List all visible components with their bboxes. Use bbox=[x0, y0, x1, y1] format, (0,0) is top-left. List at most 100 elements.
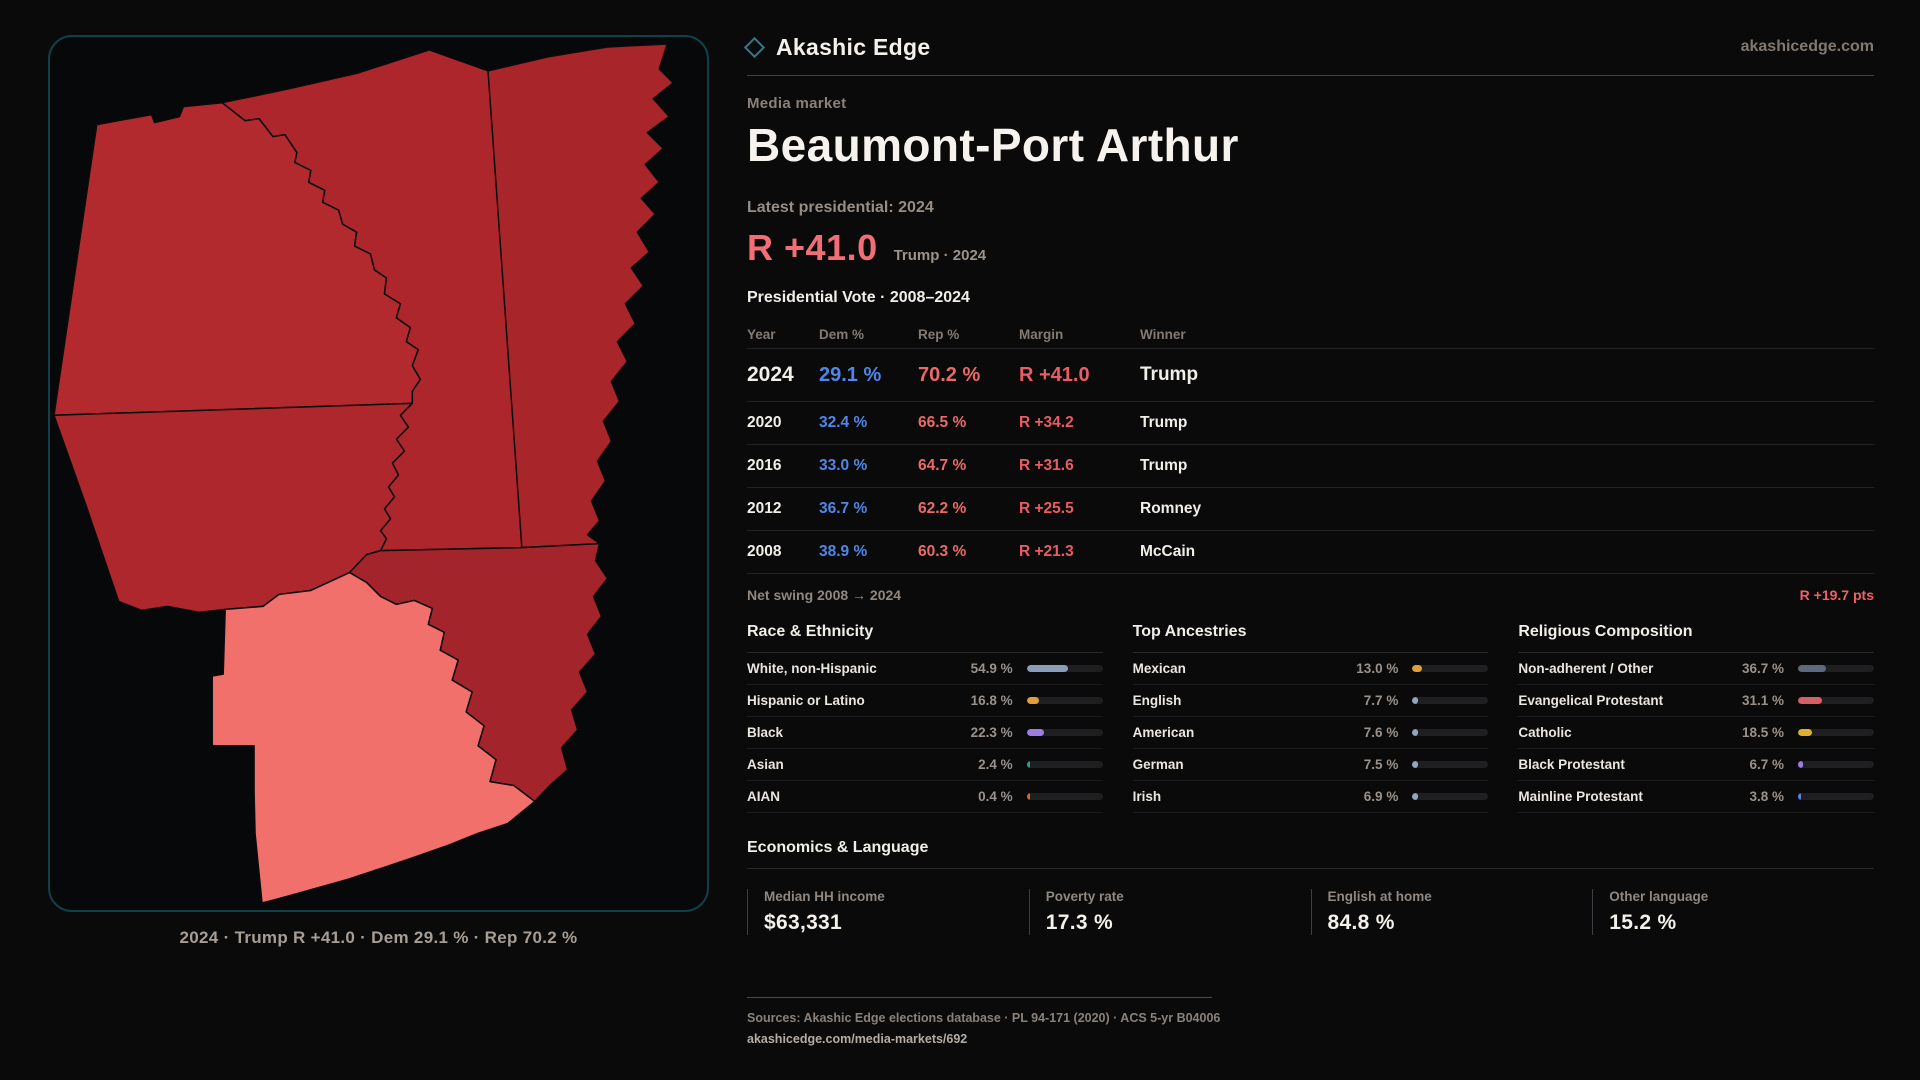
col-year: Year bbox=[747, 326, 776, 342]
section-title: Top Ancestries bbox=[1132, 623, 1489, 653]
section-title: Race & Ethnicity bbox=[747, 623, 1103, 653]
demo-row: White, non-Hispanic 54.9 % bbox=[747, 653, 1103, 685]
cell-margin: R +21.3 bbox=[1019, 543, 1074, 560]
demo-bar-track bbox=[1026, 729, 1103, 736]
county-map bbox=[53, 43, 674, 904]
map-caption: 2024 · Trump R +41.0 · Dem 29.1 % · Rep … bbox=[179, 928, 578, 947]
cell-year: 2024 bbox=[747, 363, 794, 386]
net-swing-value: R +19.7 pts bbox=[1799, 587, 1874, 603]
demographics-section: Race & Ethnicity White, non-Hispanic 54.… bbox=[747, 623, 1874, 813]
section-title: Religious Composition bbox=[1518, 623, 1874, 653]
cell-winner: Trump bbox=[1140, 457, 1188, 474]
brand-domain-link[interactable]: akashicedge.com bbox=[1740, 38, 1874, 55]
vote-table: Year Dem % Rep % Margin Winner 2024 29.1… bbox=[747, 320, 1874, 574]
cell-margin: R +25.5 bbox=[1019, 500, 1074, 517]
footer-divider bbox=[747, 997, 1212, 998]
demo-value: 7.6 % bbox=[1363, 725, 1399, 740]
demo-bar-fill bbox=[1412, 697, 1419, 704]
map-county bbox=[487, 43, 674, 549]
table-divider bbox=[747, 530, 1874, 531]
stat-label: Other language bbox=[1609, 889, 1709, 904]
demo-row: Asian 2.4 % bbox=[747, 749, 1103, 781]
page-title: Beaumont-Port Arthur bbox=[747, 119, 1239, 171]
cell-dem: 36.7 % bbox=[819, 500, 868, 517]
cell-winner: McCain bbox=[1140, 543, 1196, 560]
demo-row: English 7.7 % bbox=[1132, 685, 1489, 717]
permalink[interactable]: akashicedge.com/media-markets/692 bbox=[747, 1032, 968, 1046]
cell-margin: R +41.0 bbox=[1019, 363, 1090, 386]
demo-label: American bbox=[1132, 725, 1195, 740]
stat-poverty-rate: Poverty rate 17.3 % bbox=[1028, 889, 1311, 935]
demo-bar-fill bbox=[1026, 729, 1044, 736]
net-swing-row: Net swing 2008 → 2024 R +19.7 pts bbox=[747, 587, 1874, 603]
demo-bar-track bbox=[1797, 697, 1874, 704]
demo-row: AIAN 0.4 % bbox=[747, 781, 1103, 813]
demo-label: German bbox=[1132, 757, 1184, 772]
demo-bar-track bbox=[1026, 761, 1103, 768]
cell-year: 2016 bbox=[747, 457, 782, 474]
economics-stats: Median HH income $63,331 Poverty rate 17… bbox=[747, 889, 1874, 935]
demo-bar-track bbox=[1797, 665, 1874, 672]
demo-bar-fill bbox=[1412, 761, 1419, 768]
col-dem: Dem % bbox=[819, 326, 865, 342]
demo-row: Hispanic or Latino 16.8 % bbox=[747, 685, 1103, 717]
demo-bar-fill bbox=[1797, 665, 1826, 672]
demo-row: Mexican 13.0 % bbox=[1132, 653, 1489, 685]
cell-dem: 33.0 % bbox=[819, 457, 868, 474]
demo-label: Catholic bbox=[1518, 725, 1572, 740]
ancestries-column: Top Ancestries Mexican 13.0 % English 7.… bbox=[1132, 623, 1489, 813]
demo-bar-fill bbox=[1412, 665, 1423, 672]
demo-value: 13.0 % bbox=[1356, 661, 1399, 676]
brand-name: Akashic Edge bbox=[776, 33, 931, 60]
demo-label: Non-adherent / Other bbox=[1518, 661, 1654, 676]
demo-bar-track bbox=[1797, 729, 1874, 736]
table-row: 2024 29.1 % 70.2 % R +41.0 Trump bbox=[747, 349, 1874, 401]
cell-rep: 64.7 % bbox=[918, 457, 967, 474]
demo-row: German 7.5 % bbox=[1132, 749, 1489, 781]
demo-label: AIAN bbox=[747, 789, 780, 804]
col-winner: Winner bbox=[1140, 326, 1186, 342]
demo-bar-fill bbox=[1026, 665, 1069, 672]
sources-text: Sources: Akashic Edge elections database… bbox=[747, 1011, 1221, 1025]
demo-bar-fill bbox=[1412, 729, 1419, 736]
net-swing-label: Net swing 2008 → 2024 bbox=[747, 587, 902, 603]
demo-row: Evangelical Protestant 31.1 % bbox=[1518, 685, 1874, 717]
stat-value: 15.2 % bbox=[1609, 911, 1677, 934]
demo-value: 54.9 % bbox=[970, 661, 1013, 676]
cell-dem: 32.4 % bbox=[819, 414, 868, 431]
demo-bar-track bbox=[1412, 697, 1489, 704]
demo-label: White, non-Hispanic bbox=[747, 661, 877, 676]
demo-bar-fill bbox=[1797, 793, 1801, 800]
stat-other-language: Other language 15.2 % bbox=[1592, 889, 1874, 935]
table-divider bbox=[747, 444, 1874, 445]
demo-bar-fill bbox=[1797, 697, 1822, 704]
demo-label: Hispanic or Latino bbox=[747, 693, 865, 708]
demo-bar-fill bbox=[1026, 793, 1030, 800]
demo-row: Mainline Protestant 3.8 % bbox=[1518, 781, 1874, 813]
demo-label: Asian bbox=[747, 757, 784, 772]
demo-row: Black 22.3 % bbox=[747, 717, 1103, 749]
cell-dem: 29.1 % bbox=[819, 363, 882, 386]
diamond-logo-icon bbox=[743, 36, 766, 58]
cell-year: 2012 bbox=[747, 500, 782, 517]
table-divider bbox=[747, 487, 1874, 488]
demo-bar-track bbox=[1412, 729, 1489, 736]
demo-value: 3.8 % bbox=[1749, 789, 1784, 804]
cell-year: 2020 bbox=[747, 414, 782, 431]
stat-label: Median HH income bbox=[764, 889, 885, 904]
demo-row: Catholic 18.5 % bbox=[1518, 717, 1874, 749]
cell-year: 2008 bbox=[747, 543, 782, 560]
economics-title: Economics & Language bbox=[747, 839, 1874, 869]
demo-bar-track bbox=[1026, 793, 1103, 800]
demo-label: Black Protestant bbox=[1518, 757, 1625, 772]
table-divider bbox=[747, 573, 1874, 574]
kicker: Media market bbox=[747, 95, 847, 112]
header: Akashic Edge akashicedge.com bbox=[743, 28, 1874, 66]
demo-bar-fill bbox=[1026, 697, 1040, 704]
table-row: 2012 36.7 % 62.2 % R +25.5 Romney bbox=[747, 488, 1874, 530]
table-row: 2008 38.9 % 60.3 % R +21.3 McCain bbox=[747, 531, 1874, 573]
race-ethnicity-column: Race & Ethnicity White, non-Hispanic 54.… bbox=[747, 623, 1103, 813]
demo-bar-fill bbox=[1412, 793, 1418, 800]
demo-value: 7.7 % bbox=[1363, 693, 1399, 708]
demo-value: 22.3 % bbox=[970, 725, 1013, 740]
